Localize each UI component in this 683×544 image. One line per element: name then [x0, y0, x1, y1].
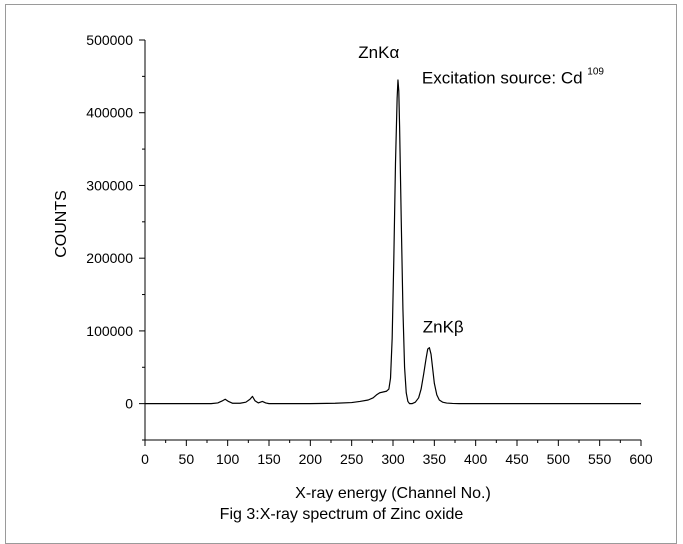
x-tick-label: 550 [588, 451, 612, 467]
x-tick-label: 100 [216, 451, 240, 467]
y-tick-label: 0 [125, 396, 133, 412]
chart-axes [144, 40, 641, 441]
x-tick-label: 450 [505, 451, 529, 467]
x-tick-label: 0 [141, 451, 149, 467]
tick-labels: 0 50 100 150 200 250 300 350 400 450 500 550 600 0 100… [86, 32, 653, 467]
figure-caption: Fig 3:X-ray spectrum of Zinc oxide [219, 506, 464, 523]
x-tick-label: 200 [299, 451, 323, 467]
y-tick-label: 200000 [86, 250, 133, 266]
x-tick-label: 50 [179, 451, 195, 467]
y-tick-label: 300000 [86, 177, 133, 193]
y-tick-label: 100000 [86, 323, 133, 339]
spectrum-chart: 0 50 100 150 200 250 300 350 400 450 500 550 600 0 100… [53, 32, 653, 502]
y-tick-label: 500000 [86, 32, 133, 48]
tick-marks [139, 39, 642, 446]
x-tick-label: 250 [340, 451, 364, 467]
y-tick-label: 400000 [86, 105, 133, 121]
x-tick-label: 400 [464, 451, 488, 467]
annotation-3: ZnKβ [423, 317, 464, 336]
spectrum-line [145, 79, 641, 405]
x-tick-label: 600 [629, 451, 653, 467]
annotation-1: ZnKα [358, 43, 399, 62]
x-tick-label: 150 [257, 451, 281, 467]
annotation-2: Excitation source: Cd 109 [422, 67, 604, 88]
x-tick-label: 300 [381, 451, 405, 467]
annotation-superscript: 109 [587, 67, 604, 78]
x-tick-label: 500 [547, 451, 571, 467]
x-tick-label: 350 [423, 451, 447, 467]
y-axis-label: COUNTS [53, 190, 70, 258]
x-axis-label: X-ray energy (Channel No.) [295, 485, 491, 502]
peak-annotations: ZnKα Excitation source: Cd 109 ZnKβ [358, 43, 604, 336]
